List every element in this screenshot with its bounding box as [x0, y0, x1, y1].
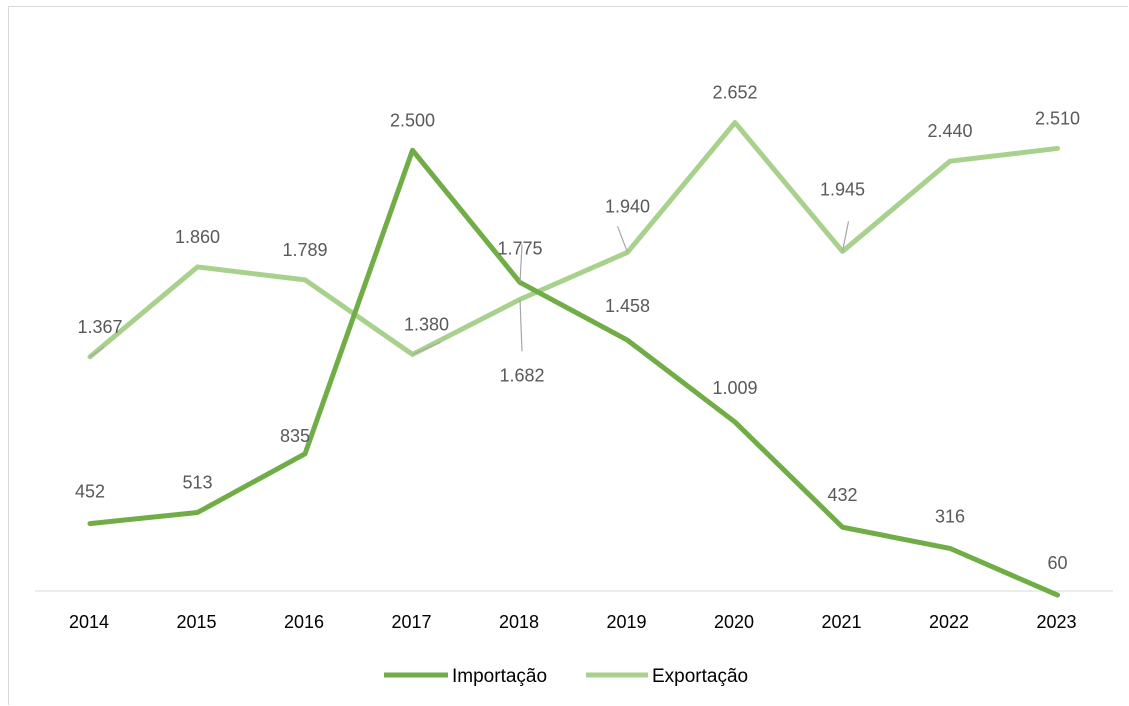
data-label: 2.440	[927, 121, 972, 141]
data-label: 1.860	[175, 227, 220, 247]
x-tick-label: 2017	[391, 612, 431, 632]
data-label: 1.458	[605, 296, 650, 316]
x-tick-label: 2018	[499, 612, 539, 632]
data-label: 1.789	[282, 240, 327, 260]
x-tick-label: 2019	[606, 612, 646, 632]
data-label: 432	[827, 485, 857, 505]
data-label: 1.945	[820, 179, 865, 199]
series-line-exportacao	[90, 123, 1058, 357]
series-line-importacao	[90, 150, 1058, 595]
data-label: 1.682	[499, 365, 544, 385]
data-label: 2.510	[1035, 108, 1080, 128]
data-label: 1.380	[404, 314, 449, 334]
x-tick-layer: 2014 2015 2016 2017 2018 2019 2020 2021 2022 2023	[69, 612, 1077, 632]
data-label: 316	[935, 506, 965, 526]
x-tick-label: 2015	[176, 612, 216, 632]
data-label: 1.009	[712, 378, 757, 398]
data-label: 835	[280, 426, 310, 446]
x-tick-label: 2016	[284, 612, 324, 632]
leader-line	[618, 226, 628, 252]
data-label: 2.652	[712, 83, 757, 103]
x-tick-label: 2020	[714, 612, 754, 632]
legend-item: Exportação	[586, 666, 748, 687]
series-layer	[90, 122, 1058, 595]
data-label: 513	[182, 472, 212, 492]
data-label: 2.500	[390, 110, 435, 130]
leader-line	[520, 299, 522, 351]
data-label: 452	[75, 482, 105, 502]
data-label: 1.940	[605, 196, 650, 216]
legend: Importação Exportação	[384, 666, 748, 687]
x-tick-label: 2022	[929, 612, 969, 632]
leader-line	[413, 342, 441, 354]
data-label: 1.367	[77, 317, 122, 337]
data-label: 60	[1047, 553, 1067, 573]
x-tick-label: 2023	[1036, 612, 1076, 632]
legend-label: Importação	[452, 666, 547, 687]
legend-label: Exportação	[652, 666, 748, 687]
x-tick-label: 2021	[821, 612, 861, 632]
x-tick-label: 2014	[69, 612, 109, 632]
data-label: 1.775	[497, 238, 542, 258]
legend-item: Importação	[384, 666, 547, 687]
